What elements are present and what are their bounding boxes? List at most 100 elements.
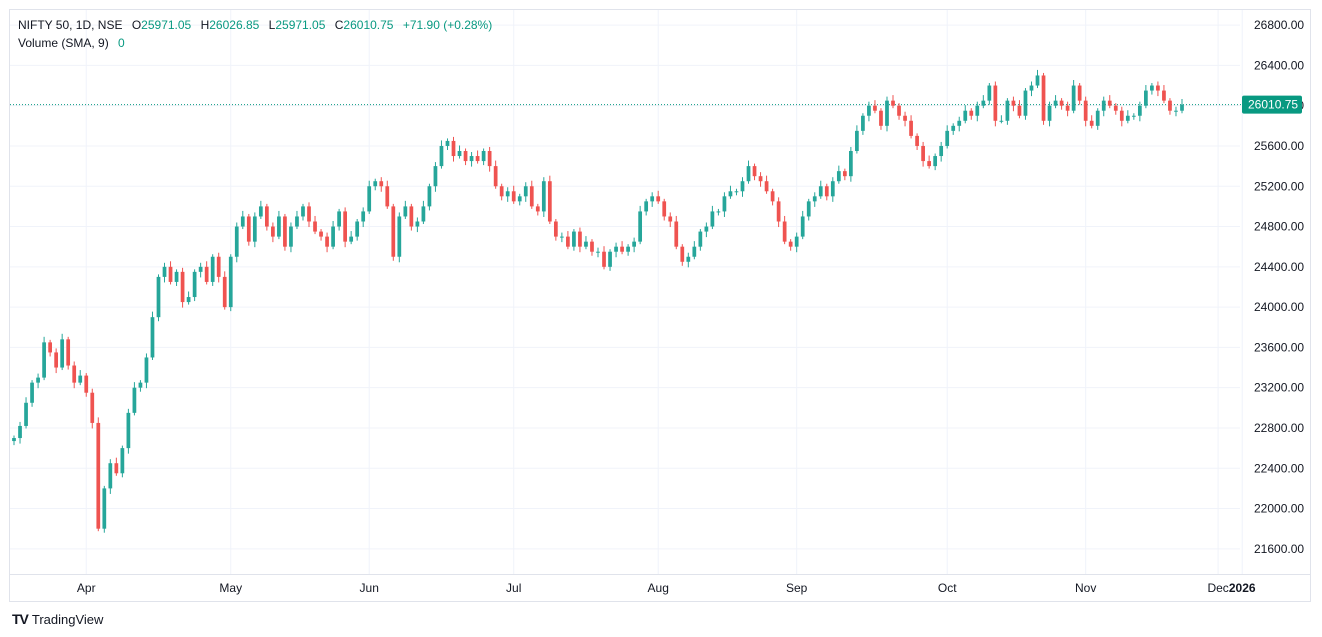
candle (746, 160, 751, 184)
candle-body (337, 211, 341, 227)
candle (271, 222, 275, 243)
last-price-label: 26010.75 (1248, 98, 1298, 112)
candle (951, 123, 956, 135)
candle-body (993, 85, 998, 121)
candle-body (915, 135, 919, 146)
tradingview-logo[interactable]: TV TradingView (12, 611, 103, 627)
candle-body (614, 246, 618, 252)
candle-body (379, 181, 384, 187)
candle (222, 271, 227, 310)
candle (156, 274, 161, 322)
candle-body (264, 206, 269, 227)
volume-indicator-label[interactable]: Volume (SMA, 9) (18, 36, 109, 50)
candle (511, 185, 516, 204)
candle-body (367, 186, 372, 212)
candle (36, 373, 40, 389)
x-tick-label: Jul (506, 581, 521, 595)
candle (885, 96, 889, 132)
candle-body (1083, 100, 1088, 121)
candle-body (30, 382, 34, 403)
y-tick-label: 22400.00 (1254, 461, 1304, 475)
candle (132, 382, 137, 416)
candle-body (632, 241, 636, 247)
candle-body (192, 271, 197, 298)
candle (1180, 99, 1184, 114)
candle (873, 100, 877, 114)
candle-body (1029, 85, 1034, 91)
low-label: L (268, 18, 276, 32)
candle (638, 205, 643, 245)
candle (162, 262, 167, 283)
candle (295, 210, 299, 230)
candle-body (108, 463, 113, 489)
candle (1119, 106, 1124, 127)
candle-body (144, 357, 149, 383)
candle-body (475, 156, 480, 162)
candle (228, 254, 233, 312)
candle (1125, 110, 1130, 124)
candle-body (463, 151, 468, 162)
candle (1156, 81, 1160, 97)
candle-body (210, 256, 215, 282)
candle-body (686, 256, 691, 262)
candle-body (722, 196, 727, 212)
y-tick-label: 26400.00 (1254, 58, 1304, 72)
candle-body (403, 206, 408, 217)
candle-body (36, 377, 40, 383)
candle-body (1089, 120, 1094, 126)
candle-body (114, 463, 119, 474)
candle-body (710, 211, 715, 227)
candle-body (891, 100, 895, 106)
candle-body (608, 251, 612, 267)
candle (361, 207, 366, 228)
candle (608, 249, 612, 271)
candle-body (903, 115, 907, 121)
candle (909, 115, 913, 139)
candle-body (1023, 90, 1028, 116)
candle-body (409, 206, 414, 227)
candle-body (842, 171, 847, 177)
x-tick-label: Sep (786, 581, 808, 595)
candle (668, 212, 673, 228)
high-value: 26026.85 (209, 18, 260, 32)
candle-body (602, 251, 606, 267)
candle-body (1131, 115, 1136, 117)
candle-body (439, 145, 444, 167)
candle (1011, 96, 1016, 112)
candle (740, 177, 745, 197)
time-axis[interactable]: Apr May Jun Jul Aug Sep Oct Nov Dec 2026 (10, 574, 1311, 596)
candle (264, 203, 269, 231)
candle (1041, 72, 1046, 125)
x-tick-label: Apr (77, 581, 96, 595)
candle-body (752, 166, 757, 177)
candle (626, 244, 630, 256)
x-tick-label: Aug (648, 581, 669, 595)
candle (584, 236, 588, 250)
candle (993, 81, 998, 127)
symbol-label[interactable]: NIFTY 50, 1D, NSE (18, 18, 123, 32)
candle (277, 210, 281, 240)
candle (1017, 100, 1022, 119)
candles[interactable] (12, 69, 1184, 533)
candle-body (481, 151, 486, 162)
candle-body (921, 145, 925, 162)
candle-body (734, 191, 739, 193)
candle (523, 182, 528, 202)
candle (451, 136, 456, 162)
candle (72, 361, 77, 389)
candle-body (361, 211, 366, 222)
candle (463, 148, 468, 166)
candle-body (951, 125, 956, 131)
candle (752, 163, 757, 181)
candle (939, 141, 944, 162)
candle-body (1035, 75, 1040, 86)
candle-body (969, 110, 974, 116)
candle-body (1071, 85, 1076, 111)
candle (1029, 81, 1034, 97)
candle (782, 215, 787, 245)
candle (198, 262, 203, 278)
candle (560, 232, 564, 243)
candle (313, 215, 317, 235)
candle-body (1156, 85, 1160, 91)
